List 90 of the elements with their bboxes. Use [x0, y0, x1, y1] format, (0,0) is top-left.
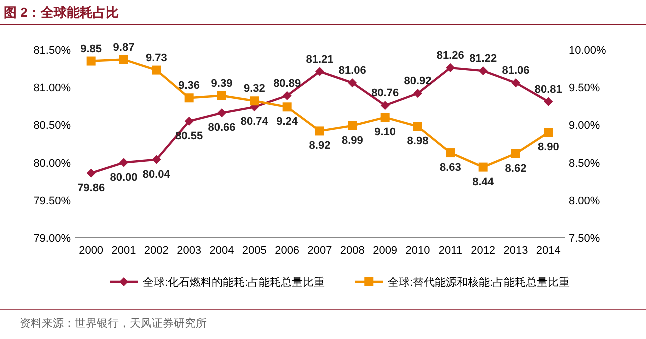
x-tick-label: 2006 [275, 245, 300, 257]
x-tick-label: 2010 [406, 245, 430, 257]
point [120, 55, 128, 64]
point [478, 66, 488, 76]
data-label: 8.98 [407, 136, 429, 148]
x-tick-label: 2012 [471, 245, 496, 257]
data-label: 8.63 [440, 162, 462, 174]
point [184, 94, 194, 103]
y2-tick-label: 10.00% [569, 45, 607, 57]
data-label: 81.06 [502, 65, 530, 78]
y2-tick-label: 9.50% [569, 82, 600, 95]
x-tick-label: 2002 [144, 245, 169, 257]
x-tick-label: 2014 [536, 245, 561, 257]
data-label: 80.76 [372, 88, 400, 100]
data-label: 80.81 [534, 84, 562, 96]
y-tick-label: 80.50% [34, 120, 72, 132]
point [184, 116, 194, 126]
data-label: 81.26 [436, 50, 464, 62]
data-label: 80.00 [110, 172, 138, 184]
x-tick-label: 2001 [112, 245, 136, 257]
point [348, 78, 358, 88]
point [152, 155, 162, 164]
point [512, 78, 520, 88]
data-label: 80.74 [240, 116, 270, 128]
data-label: 80.92 [404, 76, 432, 88]
y2-tick-label: 9.00% [569, 120, 600, 132]
point [414, 122, 422, 132]
text: 资料来源：世界银行，天风证券研究所 [20, 317, 207, 330]
data-label: 8.99 [342, 134, 364, 147]
y2-tick-label: 7.50% [569, 233, 600, 245]
x-tick-label: 2011 [438, 245, 462, 257]
y-tick-label: 81.00% [34, 82, 72, 95]
data-label: 8.44 [472, 176, 495, 188]
y2-tick-label: 8.00% [569, 195, 600, 208]
x-tick-label: 2007 [308, 245, 332, 257]
y-tick-label: 81.50% [34, 45, 72, 57]
chart-title: 图 2：全球能耗占比 [4, 5, 119, 20]
point [414, 89, 422, 98]
data-label: 79.86 [78, 182, 106, 194]
point [152, 66, 162, 75]
point [218, 91, 226, 100]
data-label: 9.73 [146, 52, 168, 64]
x-tick-label: 2008 [340, 245, 365, 257]
data-label: 80.55 [176, 130, 204, 142]
point [544, 128, 554, 138]
x-tick-label: 2009 [373, 245, 398, 257]
data-label: 81.22 [470, 53, 498, 66]
point [446, 148, 456, 158]
data-label: 9.32 [244, 83, 266, 96]
data-label: 9.39 [211, 78, 233, 90]
point [348, 121, 358, 130]
point [380, 101, 390, 110]
y-tick-label: 79.50% [34, 195, 72, 208]
point [250, 96, 260, 106]
point [282, 102, 292, 112]
data-label: 9.87 [113, 42, 135, 54]
y-tick-label: 79.00% [34, 233, 72, 245]
point [544, 97, 554, 106]
data-label: 81.21 [306, 54, 334, 66]
point [380, 113, 390, 122]
point [282, 91, 292, 100]
point [316, 126, 324, 136]
x-tick-label: 2000 [79, 245, 104, 257]
point [86, 56, 96, 66]
data-label: 8.90 [538, 142, 560, 154]
data-label: 80.04 [142, 168, 172, 181]
point [316, 67, 324, 76]
data-label: 80.66 [208, 122, 236, 134]
y-tick-label: 80.00% [34, 158, 72, 170]
x-tick-label: 2013 [504, 245, 528, 257]
point [120, 158, 128, 168]
data-label: 9.85 [80, 43, 102, 56]
x-tick-label: 2004 [210, 245, 234, 257]
y2-tick-label: 8.50% [569, 158, 600, 170]
point [478, 162, 488, 172]
data-label: 8.92 [309, 140, 331, 152]
legend-label: 全球:替代能源和核能:占能耗总量比重 [388, 276, 570, 289]
legend-label: 全球:化石燃料的能耗:占能耗总量比重 [143, 276, 326, 289]
data-label: 9.36 [178, 80, 200, 92]
data-label: 81.06 [338, 65, 366, 78]
data-label: 8.62 [505, 162, 527, 175]
point [446, 64, 456, 73]
point [218, 108, 226, 118]
x-tick-label: 2003 [177, 245, 202, 257]
x-tick-label: 2005 [242, 245, 267, 257]
data-label: 80.89 [274, 78, 302, 90]
point [512, 149, 520, 158]
point [86, 168, 96, 178]
data-label: 9.10 [374, 126, 396, 139]
data-label: 9.24 [276, 116, 299, 128]
